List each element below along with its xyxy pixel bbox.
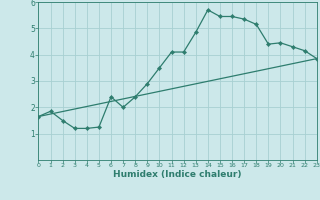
X-axis label: Humidex (Indice chaleur): Humidex (Indice chaleur) — [113, 170, 242, 179]
